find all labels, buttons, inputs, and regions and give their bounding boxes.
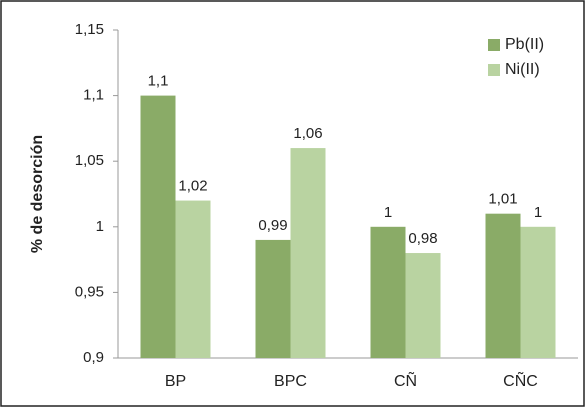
x-tick-label: BP <box>165 373 186 390</box>
y-axis-label: % de desorción <box>29 135 46 253</box>
x-tick-label: BPC <box>274 373 307 390</box>
y-tick-label: 0,95 <box>75 283 104 300</box>
value-label: 1,06 <box>293 125 322 142</box>
bar <box>485 213 521 358</box>
value-label: 1,01 <box>488 191 517 208</box>
legend-label: Ni(II) <box>505 61 540 78</box>
bar <box>520 226 556 358</box>
legend-label: Pb(II) <box>505 36 544 53</box>
value-label: 1,1 <box>148 73 169 90</box>
y-tick-label: 0,9 <box>83 349 104 366</box>
bar <box>290 148 326 358</box>
x-tick-label: CÑC <box>503 370 538 390</box>
y-tick-label: 1,15 <box>75 21 104 38</box>
value-label: 1,02 <box>178 178 207 195</box>
x-tick-label: CÑ <box>394 370 417 390</box>
bar <box>405 253 441 358</box>
y-tick-label: 1 <box>96 218 104 235</box>
value-label: 0,99 <box>258 217 287 234</box>
y-tick-label: 1,1 <box>83 87 104 104</box>
legend-swatch <box>488 64 500 76</box>
bar <box>140 95 176 358</box>
bar <box>255 239 291 358</box>
value-label: 0,98 <box>408 230 437 247</box>
bar <box>370 226 406 358</box>
value-label: 1 <box>384 204 392 221</box>
legend-swatch <box>488 39 500 51</box>
value-label: 1 <box>534 204 542 221</box>
y-tick-label: 1,05 <box>75 152 104 169</box>
bar <box>175 200 211 358</box>
